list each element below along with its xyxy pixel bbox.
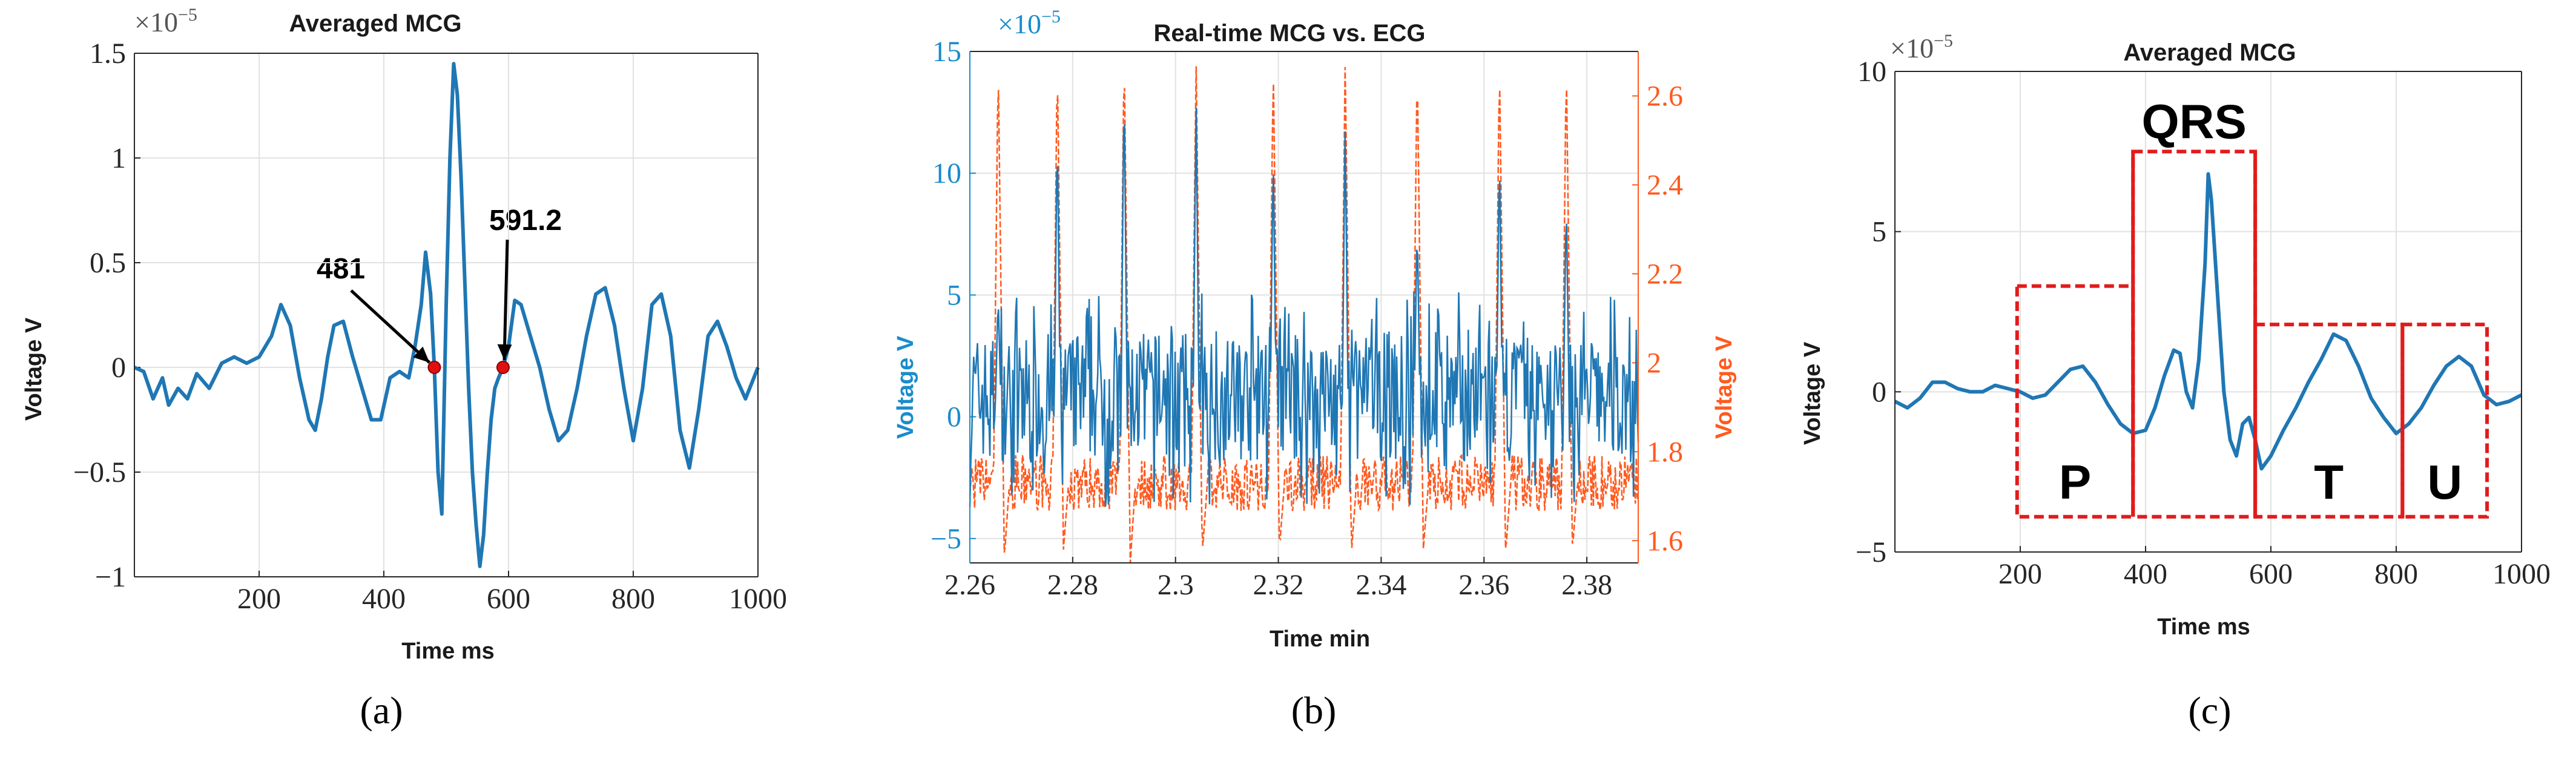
panel-a-xtick-label: 800 — [611, 583, 655, 615]
panel-b-title: Real-time MCG vs. ECG — [1153, 20, 1425, 47]
panel-c-xtick-label: 1000 — [2492, 558, 2551, 590]
panel-a-exponent: ×10−5 — [134, 5, 197, 38]
panel-a-xtick-label: 1000 — [729, 583, 787, 615]
panel-b-ytick-right-label: 2.4 — [1647, 169, 1683, 201]
panel-c-xlabel: Time ms — [2157, 614, 2250, 640]
panel-b-ytick-label: 0 — [947, 401, 961, 433]
panel-a-xtick-label: 200 — [237, 583, 281, 615]
panel-c-title: Averaged MCG — [2123, 39, 2296, 66]
panel-a-ytick-label: −1 — [95, 561, 126, 593]
panel-c: Averaged MCG ×10−5 Voltage V Time ms (c)… — [1800, 31, 2551, 732]
panel-b-xtick-label: 2.38 — [1561, 569, 1612, 601]
marker-label-481: 481 — [317, 253, 365, 285]
marker-label-591: 591.2 — [489, 205, 562, 237]
panel-c-ytick-label: 5 — [1872, 216, 1886, 248]
panel-b-caption: (b) — [1291, 689, 1337, 732]
marker-point-481 — [427, 361, 441, 374]
panel-b-ytick-right-label: 2.2 — [1647, 258, 1683, 290]
panel-a-ytick-label: 0 — [111, 352, 126, 384]
panel-b-xtick-label: 2.3 — [1158, 569, 1194, 601]
panel-b-exponent: ×10−5 — [998, 7, 1061, 39]
panel-a-ytick-label: 1.5 — [90, 38, 126, 70]
panel-b-xtick-label: 2.28 — [1047, 569, 1098, 601]
panel-c-xtick-label: 200 — [1998, 558, 2042, 590]
panel-b-ylabel-right: Voltage V — [1711, 335, 1737, 439]
panel-a-xtick-label: 600 — [487, 583, 530, 615]
marker-arrow-481-head — [413, 346, 430, 363]
panel-a-title: Averaged MCG — [289, 10, 461, 37]
panel-a-ytick-label: 0.5 — [90, 247, 126, 279]
panel-c-ytick-label: 10 — [1857, 56, 1886, 88]
realtime-mcg-line — [969, 107, 1639, 507]
panel-b-ytick-right-label: 2.6 — [1647, 80, 1683, 112]
panel-b-ytick-right-label: 1.6 — [1647, 525, 1683, 557]
panel-a-ylabel: Voltage V — [21, 317, 47, 421]
panel-b-ytick-right-label: 2 — [1647, 347, 1661, 379]
panel-b: Real-time MCG vs. ECG ×10−5 Voltage V Vo… — [893, 7, 1737, 732]
panel-b-xtick-label: 2.26 — [944, 569, 995, 601]
panel-c-ytick-label: 0 — [1872, 376, 1886, 408]
panel-a: Averaged MCG ×10−5 Voltage V Time ms (a)… — [21, 5, 787, 732]
panel-b-xtick-label: 2.36 — [1458, 569, 1509, 601]
panel-b-ytick-label: 15 — [932, 36, 961, 68]
marker-point-591.2 — [496, 361, 510, 374]
panel-c-xtick-label: 400 — [2124, 558, 2167, 590]
panel-b-ytick-label: 5 — [947, 279, 961, 311]
segment-label-qrs: QRS — [2142, 94, 2247, 148]
panel-c-xtick-label: 600 — [2249, 558, 2293, 590]
panel-b-xtick-label: 2.32 — [1253, 569, 1304, 601]
panel-c-ytick-label: −5 — [1856, 536, 1886, 568]
panel-a-ytick-label: −0.5 — [73, 456, 126, 488]
mcg-line — [1894, 172, 2523, 471]
panel-b-ylabel-left: Voltage V — [893, 335, 918, 439]
segment-label-t: T — [2314, 455, 2344, 509]
segment-label-p: P — [2059, 455, 2091, 509]
segment-box-qrs — [2131, 150, 2258, 519]
panel-c-ylabel: Voltage V — [1800, 341, 1825, 445]
panel-a-xtick-label: 400 — [362, 583, 406, 615]
marker-arrow-591 — [502, 239, 509, 361]
panel-b-xlabel: Time min — [1270, 626, 1370, 652]
segment-label-u: U — [2427, 455, 2462, 509]
ecg-line — [969, 66, 1639, 564]
marker-arrow-481 — [350, 289, 431, 364]
panel-a-xlabel: Time ms — [401, 639, 494, 664]
panel-a-caption: (a) — [360, 689, 403, 732]
panel-b-ytick-label: −5 — [931, 523, 961, 555]
panel-b-xtick-label: 2.34 — [1356, 569, 1406, 601]
marker-arrow-591-head — [497, 344, 512, 360]
panel-a-ytick-label: 1 — [111, 142, 126, 174]
panel-b-ytick-right-label: 1.8 — [1647, 436, 1683, 468]
mcg-line — [133, 62, 760, 568]
panel-b-ytick-label: 10 — [932, 157, 961, 189]
panel-c-xtick-label: 800 — [2374, 558, 2418, 590]
panel-c-caption: (c) — [2188, 689, 2231, 732]
panel-c-exponent: ×10−5 — [1890, 31, 1953, 64]
